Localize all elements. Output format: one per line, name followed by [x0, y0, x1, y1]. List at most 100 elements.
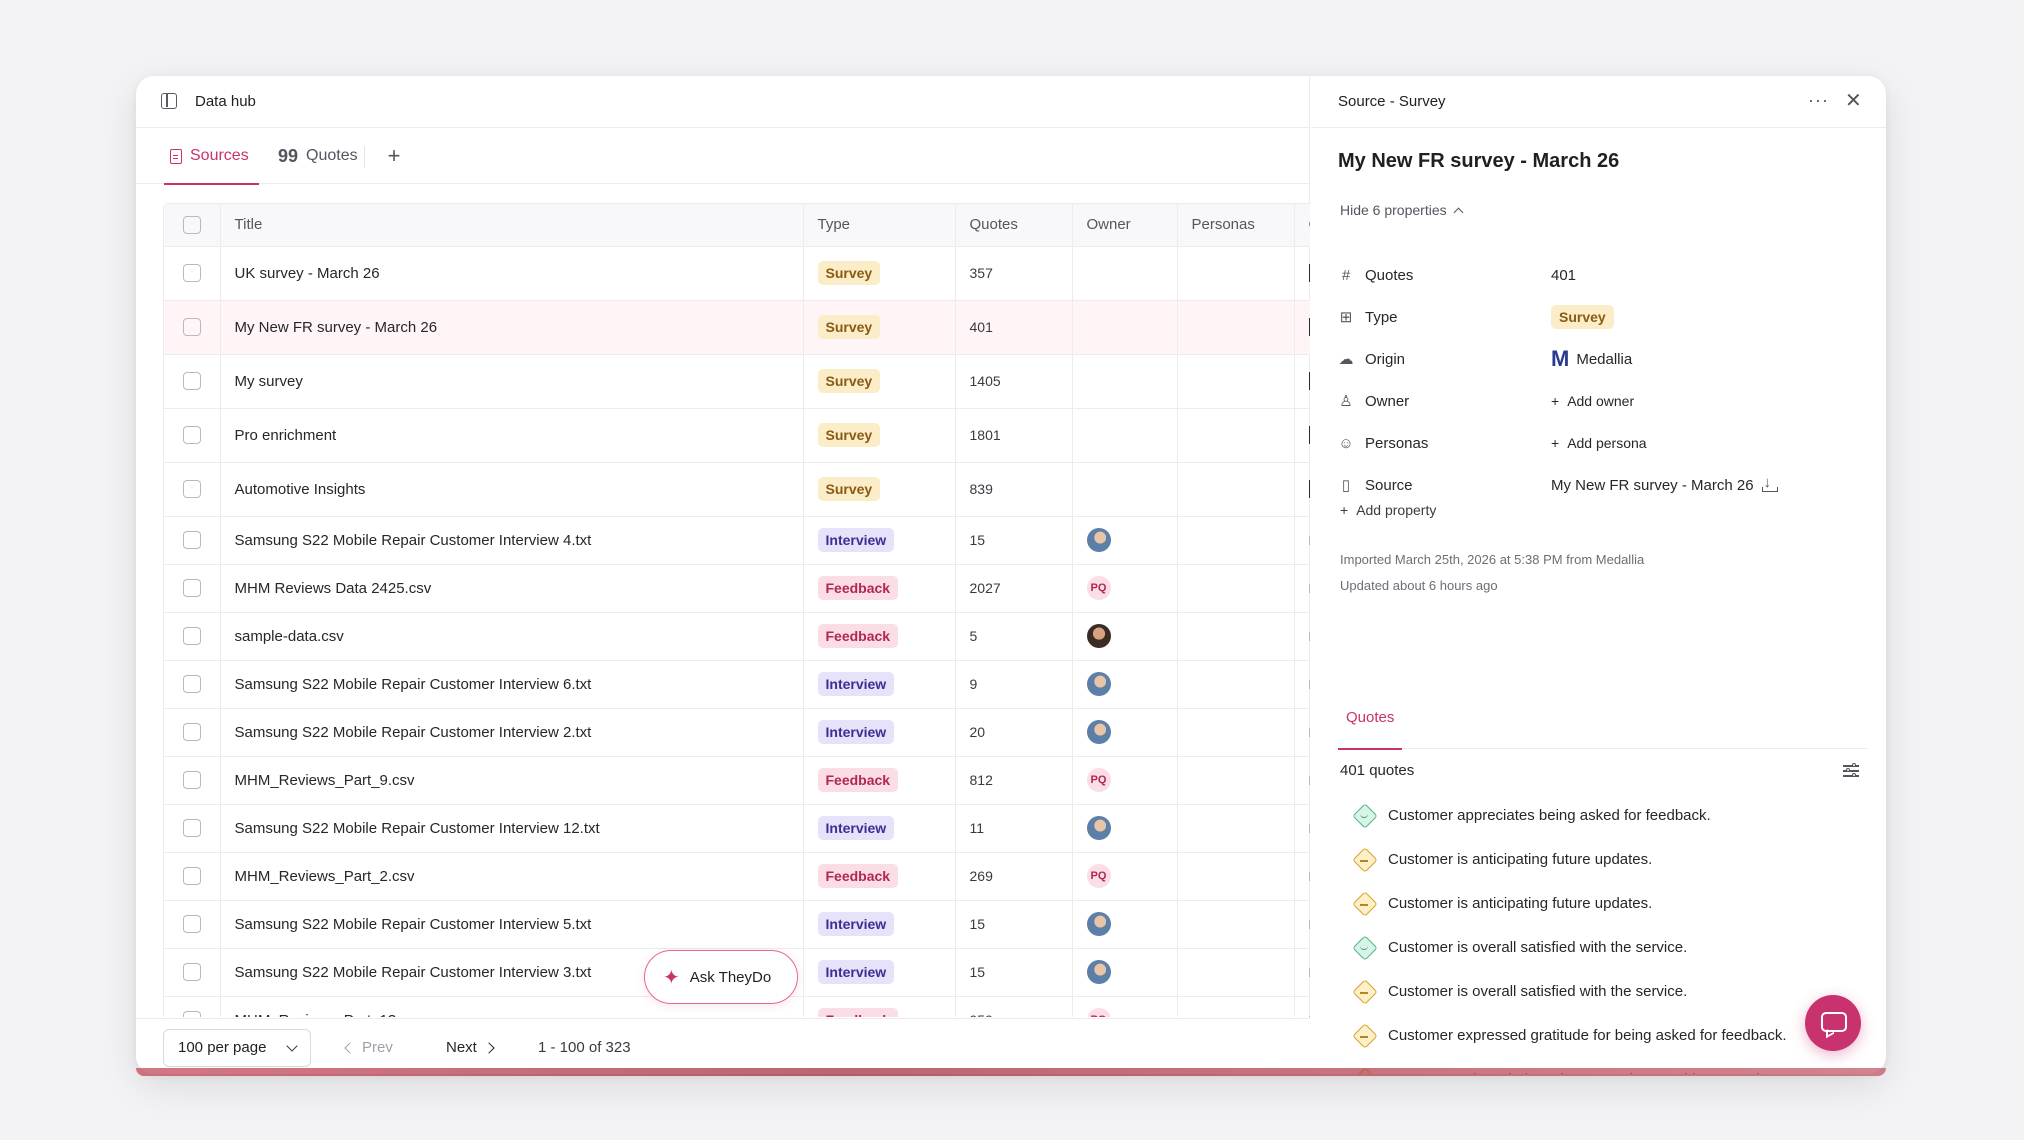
cell-owner[interactable]	[1071, 660, 1177, 709]
add-owner-button[interactable]: + Add owner	[1551, 393, 1634, 409]
cell-personas[interactable]	[1176, 354, 1294, 409]
cell-owner[interactable]	[1071, 462, 1177, 517]
cell-owner[interactable]: PQ	[1071, 852, 1177, 901]
column-header-owner[interactable]: Owner	[1071, 204, 1177, 247]
chat-button[interactable]	[1805, 995, 1861, 1051]
cell-owner[interactable]	[1071, 708, 1177, 757]
sidebar-toggle-icon[interactable]	[161, 93, 177, 109]
cell-owner[interactable]: PQ	[1071, 564, 1177, 613]
row-checkbox[interactable]	[182, 675, 201, 694]
more-options-icon[interactable]: ···	[1808, 90, 1829, 110]
row-checkbox[interactable]	[182, 480, 201, 499]
row-checkbox[interactable]	[182, 426, 201, 445]
cell-personas[interactable]	[1176, 804, 1294, 853]
cell-personas[interactable]	[1176, 246, 1294, 301]
cell-owner[interactable]	[1071, 354, 1177, 409]
column-header-title[interactable]: Title	[219, 204, 803, 247]
table-row[interactable]: My survey Survey 1405	[164, 354, 1310, 409]
cell-owner[interactable]	[1071, 948, 1177, 997]
cell-personas[interactable]	[1176, 948, 1294, 997]
cell-title[interactable]: My New FR survey - March 26	[219, 300, 803, 355]
row-checkbox[interactable]	[182, 867, 201, 886]
cell-owner[interactable]	[1071, 516, 1177, 565]
select-all-checkbox[interactable]	[182, 215, 201, 234]
cell-personas[interactable]	[1176, 852, 1294, 901]
table-row[interactable]: MHM_Reviews_Part_13.csv Feedback 959 PQ N	[164, 996, 1310, 1017]
cell-title[interactable]: Samsung S22 Mobile Repair Customer Inter…	[219, 900, 803, 949]
cell-title[interactable]: MHM_Reviews_Part_13.csv	[219, 996, 803, 1017]
cell-owner[interactable]	[1071, 408, 1177, 463]
table-row[interactable]: Samsung S22 Mobile Repair Customer Inter…	[164, 708, 1310, 757]
cell-title[interactable]: MHM_Reviews_Part_2.csv	[219, 852, 803, 901]
table-row[interactable]: MHM_Reviews_Part_2.csv Feedback 269 PQ N	[164, 852, 1310, 901]
table-row[interactable]: sample-data.csv Feedback 5 N	[164, 612, 1310, 661]
hide-properties-toggle[interactable]: Hide 6 properties	[1340, 202, 1464, 218]
cell-title[interactable]: UK survey - March 26	[219, 246, 803, 301]
cell-title[interactable]: Samsung S22 Mobile Repair Customer Inter…	[219, 804, 803, 853]
cell-title[interactable]: MHM_Reviews_Part_9.csv	[219, 756, 803, 805]
row-checkbox[interactable]	[182, 372, 201, 391]
column-header-type[interactable]: Type	[802, 204, 955, 247]
property-source-value[interactable]: My New FR survey - March 26	[1551, 474, 1778, 494]
cell-personas[interactable]	[1176, 516, 1294, 565]
download-icon[interactable]	[1761, 474, 1778, 492]
cell-personas[interactable]	[1176, 996, 1294, 1017]
row-checkbox[interactable]	[182, 264, 201, 283]
cell-title[interactable]: Samsung S22 Mobile Repair Customer Inter…	[219, 660, 803, 709]
cell-title[interactable]: Automotive Insights	[219, 462, 803, 517]
table-row[interactable]: Samsung S22 Mobile Repair Customer Inter…	[164, 900, 1310, 949]
table-row[interactable]: MHM_Reviews_Part_9.csv Feedback 812 PQ N	[164, 756, 1310, 805]
row-checkbox[interactable]	[182, 627, 201, 646]
table-row[interactable]: MHM Reviews Data 2425.csv Feedback 2027 PQ N	[164, 564, 1310, 613]
cell-owner[interactable]	[1071, 246, 1177, 301]
quote-item[interactable]: Customer is overall satisfied with the s…	[1352, 976, 1852, 1006]
row-checkbox[interactable]	[182, 963, 201, 982]
row-checkbox[interactable]	[182, 915, 201, 934]
cell-title[interactable]: Samsung S22 Mobile Repair Customer Inter…	[219, 516, 803, 565]
cell-owner[interactable]	[1071, 900, 1177, 949]
add-property-button[interactable]: + Add property	[1340, 502, 1436, 518]
property-type-value[interactable]: Survey	[1551, 305, 1614, 329]
cell-title[interactable]: Pro enrichment	[219, 408, 803, 463]
add-tab-button[interactable]: +	[387, 143, 401, 168]
cell-owner[interactable]: PQ	[1071, 996, 1177, 1017]
table-row[interactable]: Samsung S22 Mobile Repair Customer Inter…	[164, 660, 1310, 709]
column-header-personas[interactable]: Personas	[1176, 204, 1294, 247]
cell-owner[interactable]	[1071, 300, 1177, 355]
filter-settings-icon[interactable]	[1843, 762, 1859, 778]
table-row[interactable]: Samsung S22 Mobile Repair Customer Inter…	[164, 804, 1310, 853]
close-icon[interactable]: ✕	[1845, 90, 1862, 112]
ask-theydo-button[interactable]: ✦ Ask TheyDo	[644, 950, 798, 1004]
tab-panel-quotes[interactable]: Quotes	[1338, 692, 1403, 750]
quote-item[interactable]: Customer is anticipating future updates.	[1352, 888, 1852, 918]
quote-item[interactable]: Customer is anticipating future updates.	[1352, 844, 1852, 874]
prev-page-button[interactable]: Prev	[344, 1039, 393, 1056]
cell-owner[interactable]: PQ	[1071, 756, 1177, 805]
row-checkbox[interactable]	[182, 531, 201, 550]
table-row[interactable]: My New FR survey - March 26 Survey 401	[164, 300, 1310, 355]
cell-personas[interactable]	[1176, 660, 1294, 709]
tab-sources[interactable]: Sources	[164, 128, 259, 185]
column-header-quotes[interactable]: Quotes	[954, 204, 1072, 247]
next-page-button[interactable]: Next	[446, 1039, 495, 1056]
cell-title[interactable]: My survey	[219, 354, 803, 409]
cell-personas[interactable]	[1176, 300, 1294, 355]
row-checkbox[interactable]	[182, 723, 201, 742]
cell-title[interactable]: Samsung S22 Mobile Repair Customer Inter…	[219, 708, 803, 757]
row-checkbox[interactable]	[182, 318, 201, 337]
cell-title[interactable]: sample-data.csv	[219, 612, 803, 661]
cell-personas[interactable]	[1176, 564, 1294, 613]
cell-personas[interactable]	[1176, 900, 1294, 949]
row-checkbox[interactable]	[182, 579, 201, 598]
cell-personas[interactable]	[1176, 708, 1294, 757]
cell-personas[interactable]	[1176, 756, 1294, 805]
quote-item[interactable]: Customer is overall satisfied with the s…	[1352, 932, 1852, 962]
row-checkbox[interactable]	[182, 819, 201, 838]
column-header-extra[interactable]: C	[1293, 204, 1310, 247]
quote-item[interactable]: Customer expressed gratitude for being a…	[1352, 1020, 1852, 1050]
cell-title[interactable]: MHM Reviews Data 2425.csv	[219, 564, 803, 613]
table-row[interactable]: Samsung S22 Mobile Repair Customer Inter…	[164, 948, 1310, 997]
per-page-select[interactable]: 100 per page	[163, 1029, 311, 1067]
cell-personas[interactable]	[1176, 462, 1294, 517]
add-persona-button[interactable]: + Add persona	[1551, 435, 1647, 451]
